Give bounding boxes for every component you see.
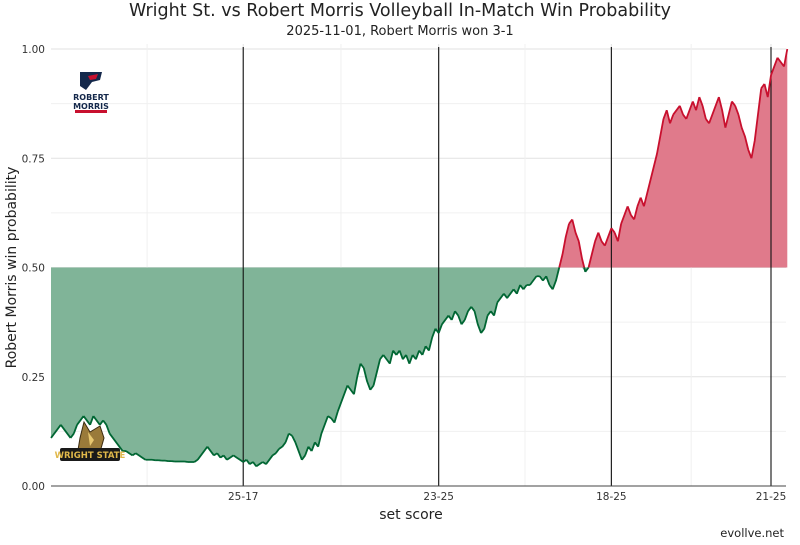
logo-banner bbox=[60, 448, 120, 461]
y-tick-label: 0.00 bbox=[22, 481, 45, 493]
chart-title: Wright St. vs Robert Morris Volleyball I… bbox=[128, 1, 672, 21]
y-tick-label: 0.75 bbox=[22, 153, 45, 165]
robert-morris-area bbox=[51, 49, 788, 268]
logo-line-2: MORRIS bbox=[73, 102, 109, 111]
wright-state-logo: WRIGHT STATE bbox=[55, 420, 126, 461]
wright-state-line bbox=[50, 266, 590, 468]
x-tick-labels: 25-17 23-25 18-25 21-25 bbox=[228, 491, 786, 503]
set-end-lines bbox=[242, 47, 772, 486]
logo-underline bbox=[75, 110, 107, 113]
wright-state-area bbox=[51, 267, 788, 467]
y-tick-label: 0.25 bbox=[22, 372, 45, 384]
colonial-hat-shape bbox=[80, 72, 102, 90]
y-tick-label: 0.50 bbox=[22, 263, 45, 275]
x-tick-label: 25-17 bbox=[228, 491, 259, 503]
credit-text: evollve.net bbox=[720, 526, 784, 540]
y-axis-label: Robert Morris win probability bbox=[4, 167, 20, 369]
chart-subtitle: 2025-11-01, Robert Morris won 3-1 bbox=[286, 24, 514, 39]
x-tick-label: 23-25 bbox=[423, 491, 454, 503]
robert-morris-logo: ROBERT MORRIS bbox=[73, 72, 109, 113]
y-tick-labels: 0.00 0.25 0.50 0.75 1.00 bbox=[22, 44, 45, 493]
x-axis-label: set score bbox=[379, 507, 442, 523]
x-tick-label: 18-25 bbox=[596, 491, 627, 503]
x-tick-label: 21-25 bbox=[756, 491, 787, 503]
y-tick-label: 1.00 bbox=[22, 44, 45, 56]
robert-morris-line bbox=[558, 48, 789, 268]
logo-line-1: ROBERT bbox=[73, 93, 109, 102]
logo-wordmark: WRIGHT STATE bbox=[55, 451, 126, 461]
raider-wolf-highlight bbox=[88, 432, 94, 446]
colonial-hat-accent bbox=[88, 74, 98, 80]
